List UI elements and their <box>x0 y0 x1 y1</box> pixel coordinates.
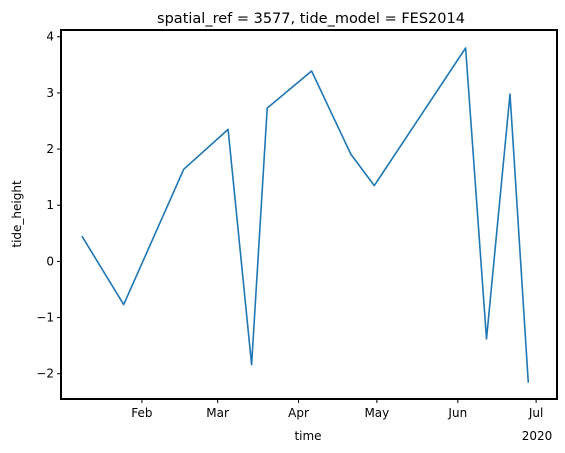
x-tick-label: May <box>364 406 389 420</box>
y-tick-label: 0 <box>46 254 54 268</box>
chart-title: spatial_ref = 3577, tide_model = FES2014 <box>157 11 465 27</box>
x-axis-year-label: 2020 <box>522 429 553 443</box>
plot-marks <box>81 47 530 383</box>
y-tick-label: 2 <box>46 142 54 156</box>
y-tick-label: −1 <box>36 311 54 325</box>
x-axis-label: time <box>294 429 321 443</box>
x-tick-label: Jun <box>447 406 467 420</box>
y-tick-label: 4 <box>46 30 54 44</box>
y-tick-label: −2 <box>36 367 54 381</box>
x-tick-label: Mar <box>206 406 229 420</box>
y-tick-label: 1 <box>46 198 54 212</box>
x-tick-label: Jul <box>528 406 543 420</box>
plot-frame <box>60 29 558 400</box>
y-axis-label: tide_height <box>10 180 24 248</box>
x-axis: Feb Mar Apr May Jun Jul <box>131 399 543 420</box>
x-tick-label: Apr <box>288 406 309 420</box>
x-tick-label: Feb <box>131 406 152 420</box>
y-axis: 4 3 2 1 0 −1 −2 <box>36 30 61 381</box>
y-tick-label: 3 <box>46 86 54 100</box>
series-line <box>81 47 530 383</box>
